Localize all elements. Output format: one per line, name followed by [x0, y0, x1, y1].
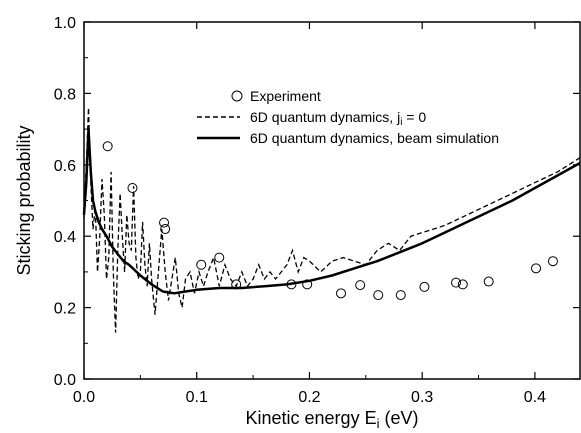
legend-label-dashed: 6D quantum dynamics, ji = 0 [250, 109, 426, 128]
experiment-point-2 [159, 217, 170, 228]
legend: Experiment 6D quantum dynamics, ji = 0 6… [197, 88, 499, 146]
experiment-point-13 [419, 281, 430, 292]
y-tick-label-0: 0.0 [54, 372, 76, 389]
experiment-point-5 [214, 252, 225, 263]
series-line-solid [82, 127, 581, 295]
legend-item-dashed: 6D quantum dynamics, ji = 0 [197, 109, 426, 128]
experiment-point-16 [483, 276, 494, 287]
y-tick-label-3: 0.6 [54, 158, 76, 175]
experiment-point-0 [102, 141, 113, 152]
x-axis-title: Kinetic energy Ei (eV) [246, 408, 419, 431]
x-tick-label-2: 0.2 [298, 389, 320, 406]
y-tick-label-5: 1.0 [54, 15, 76, 32]
x-axis-title-subscript: i [377, 416, 380, 431]
experiment-point-8 [302, 279, 313, 290]
x-axis-title-unit: (eV) [379, 408, 418, 428]
experiment-point-3 [160, 224, 171, 235]
series-layer [82, 107, 581, 333]
x-axis-title-main: Kinetic energy E [246, 408, 377, 428]
x-tick-label-1: 0.1 [186, 389, 208, 406]
legend-label-dashed-subscript: i [400, 117, 402, 128]
experiment-point-12 [395, 290, 406, 301]
plot-area [83, 21, 581, 380]
y-tick-label-4: 0.8 [54, 86, 76, 103]
series-line-dashed [83, 107, 581, 333]
x-tick-label-4: 0.4 [524, 389, 546, 406]
plot-frame [83, 21, 581, 380]
experiment-point-17 [531, 263, 542, 274]
y-tick-label-2: 0.4 [54, 229, 76, 246]
x-axis-ticks: 0.0 0.1 0.2 0.3 0.4 [73, 22, 546, 406]
legend-item-experiment: Experiment [231, 88, 321, 104]
x-tick-label-0: 0.0 [73, 389, 95, 406]
legend-label-experiment: Experiment [250, 88, 321, 104]
experiment-point-15 [457, 279, 468, 290]
experiment-point-18 [547, 256, 558, 267]
legend-label-solid: 6D quantum dynamics, beam simulation [250, 130, 499, 146]
experiment-point-11 [373, 290, 384, 301]
legend-marker-experiment [231, 90, 243, 102]
legend-label-dashed-suffix: = 0 [402, 109, 426, 125]
y-tick-label-1: 0.2 [54, 301, 76, 318]
y-axis-ticks: 0.0 0.2 0.4 0.6 0.8 1.0 [54, 15, 580, 389]
experiment-point-4 [196, 259, 207, 270]
y-axis-title: Sticking probability [14, 125, 34, 275]
x-tick-label-3: 0.3 [411, 389, 433, 406]
legend-item-solid: 6D quantum dynamics, beam simulation [197, 130, 499, 146]
experiment-point-10 [355, 280, 366, 291]
experiment-point-14 [451, 277, 461, 288]
experiment-point-1 [127, 183, 138, 194]
legend-label-dashed-main: 6D quantum dynamics, j [250, 109, 400, 125]
experiment-point-9 [336, 288, 347, 299]
